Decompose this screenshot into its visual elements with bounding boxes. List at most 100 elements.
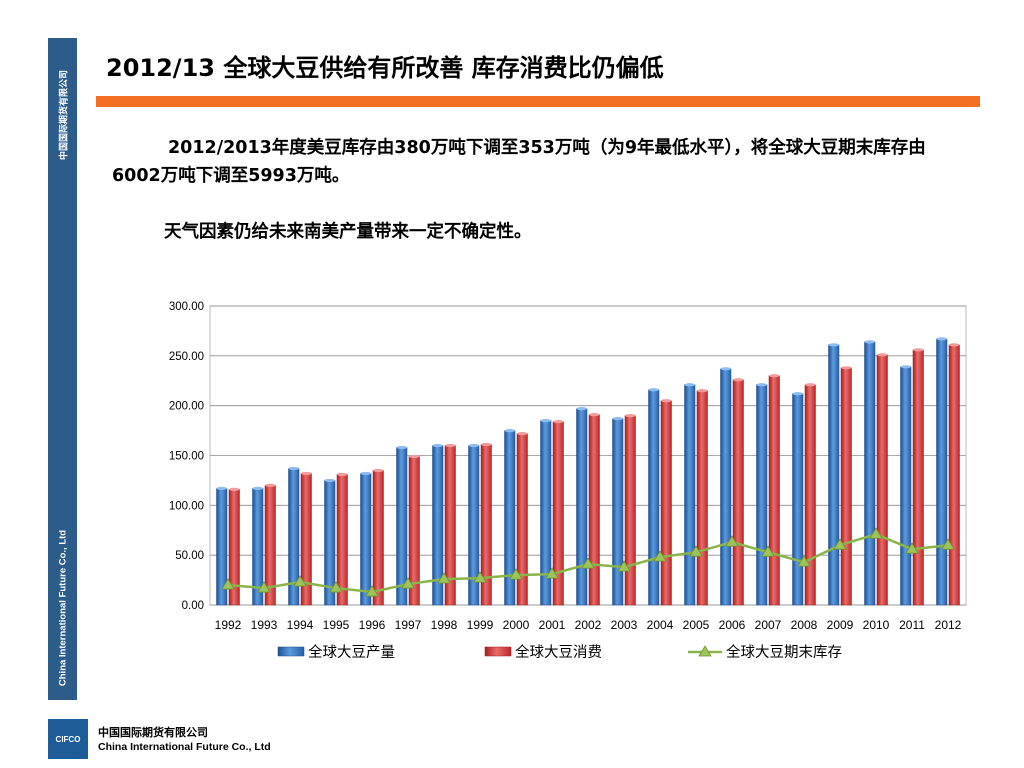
x-tick-label: 1997 xyxy=(395,618,422,632)
marker-stock xyxy=(437,572,451,584)
x-tick-label: 2009 xyxy=(827,618,854,632)
marker-stock xyxy=(797,555,811,567)
bar-consumption-cap xyxy=(733,378,744,382)
soybean-chart: 0.00 50.00 100.00 150.00 200.00 250.00 300.00 1… xyxy=(169,301,967,661)
x-tick-label: 2000 xyxy=(503,618,530,632)
bar-production-cap xyxy=(324,478,335,483)
bar-production xyxy=(792,393,804,606)
x-tick-label: 2001 xyxy=(539,618,566,632)
bar-consumption-cap xyxy=(517,431,528,436)
marker-stock xyxy=(329,581,343,593)
marker-stock xyxy=(545,567,559,579)
legend-label: 全球大豆产量 xyxy=(308,643,395,661)
paragraph-weather: 天气因素仍给未来南美产量带来一定不确定性。 xyxy=(164,222,532,242)
x-tick-label: 1994 xyxy=(287,618,314,632)
bar-production-cap xyxy=(396,445,407,450)
marker-stock xyxy=(905,542,919,554)
marker-stock xyxy=(473,571,487,583)
marker-stock xyxy=(257,581,271,593)
marker-stock xyxy=(761,545,775,557)
bar-consumption-cap xyxy=(805,383,816,387)
y-tick-label: 300.00 xyxy=(169,301,204,313)
bar-production xyxy=(396,447,408,606)
bar-production-cap xyxy=(288,466,299,471)
legend-item: 全球大豆产量 xyxy=(277,643,395,661)
marker-stock xyxy=(293,575,307,587)
bar-consumption xyxy=(588,414,600,606)
x-tick-label: 2006 xyxy=(719,618,746,632)
bar-production-cap xyxy=(756,383,767,387)
bar-consumption-cap xyxy=(949,343,960,347)
bar-production xyxy=(360,473,372,606)
y-tick-label: 200.00 xyxy=(169,401,204,413)
bar-consumption-cap xyxy=(373,468,384,473)
footer-company-cn: 中国国际期货有限公司 xyxy=(98,726,208,739)
bar-consumption-cap xyxy=(409,454,420,459)
legend-label: 全球大豆消费 xyxy=(515,643,602,661)
bar-consumption xyxy=(804,384,816,606)
x-tick-label: 1998 xyxy=(431,618,458,632)
bar-production-cap xyxy=(468,443,479,448)
x-tick-label: 2004 xyxy=(647,618,674,632)
bar-production xyxy=(756,384,768,606)
marker-stock xyxy=(725,535,739,547)
bar-consumption xyxy=(732,379,744,606)
marker-stock xyxy=(941,538,955,550)
bar-consumption-cap xyxy=(913,348,924,352)
company-logo: CIFCO xyxy=(48,719,88,759)
x-tick-label: 1999 xyxy=(467,618,494,632)
y-tick-label: 100.00 xyxy=(169,500,204,512)
legend-swatch xyxy=(277,646,305,657)
sidebar-company-en: China International Future Co., Ltd xyxy=(57,529,68,686)
bar-consumption-cap xyxy=(301,471,312,476)
bar-production-cap xyxy=(252,486,263,490)
bar-consumption xyxy=(948,344,960,606)
bar-production-cap xyxy=(828,343,839,347)
legend-label: 全球大豆期末库存 xyxy=(726,643,842,661)
bar-production xyxy=(864,341,876,606)
bar-consumption xyxy=(840,367,852,606)
bar-consumption xyxy=(660,400,672,606)
y-tick-label: 250.00 xyxy=(169,351,204,363)
slide-title: 2012/13 全球大豆供给有所改善 库存消费比仍偏低 xyxy=(106,54,664,82)
marker-stock xyxy=(833,538,847,550)
bar-production-cap xyxy=(792,392,803,396)
x-tick-label: 2012 xyxy=(935,618,962,632)
x-tick-label: 2002 xyxy=(575,618,602,632)
bar-consumption xyxy=(372,470,384,606)
sidebar-company-cn: 中国国际期货有限公司 xyxy=(58,69,68,161)
bar-consumption-cap xyxy=(769,374,780,378)
y-tick-label: 0.00 xyxy=(182,600,204,612)
bar-consumption-cap xyxy=(625,414,636,418)
legend-marker xyxy=(698,645,712,657)
marker-stock xyxy=(653,550,667,562)
marker-stock xyxy=(401,577,415,589)
bar-production-cap xyxy=(648,388,659,392)
bar-production xyxy=(936,338,948,606)
bar-production-cap xyxy=(900,365,911,369)
bar-consumption xyxy=(768,375,780,606)
x-tick-label: 2003 xyxy=(611,618,638,632)
x-tick-label: 2010 xyxy=(863,618,890,632)
x-tick-label: 2008 xyxy=(791,618,818,632)
paragraph-inventory: 2012/2013年度美豆库存由380万吨下调至353万吨（为9年最低水平），将… xyxy=(112,138,926,186)
bar-consumption-cap xyxy=(229,487,240,491)
x-tick-label: 2011 xyxy=(899,618,925,632)
bar-consumption xyxy=(696,390,708,606)
marker-stock xyxy=(617,560,631,572)
bar-consumption-cap xyxy=(877,353,888,357)
x-tick-label: 2007 xyxy=(755,618,782,632)
bar-consumption xyxy=(912,349,924,606)
legend-swatch xyxy=(484,646,512,657)
bar-consumption-cap xyxy=(661,399,672,403)
bar-consumption-cap xyxy=(589,413,600,417)
bar-production-cap xyxy=(576,407,587,411)
bar-consumption-cap xyxy=(697,389,708,393)
footer-company-en: China International Future Co., Ltd xyxy=(98,741,271,753)
bar-production-cap xyxy=(504,428,515,433)
legend-item: 全球大豆消费 xyxy=(484,643,602,661)
x-tick-label: 1995 xyxy=(323,618,350,632)
bar-production-cap xyxy=(216,486,227,490)
y-tick-label: 150.00 xyxy=(169,451,204,463)
x-tick-label: 1992 xyxy=(215,618,242,632)
